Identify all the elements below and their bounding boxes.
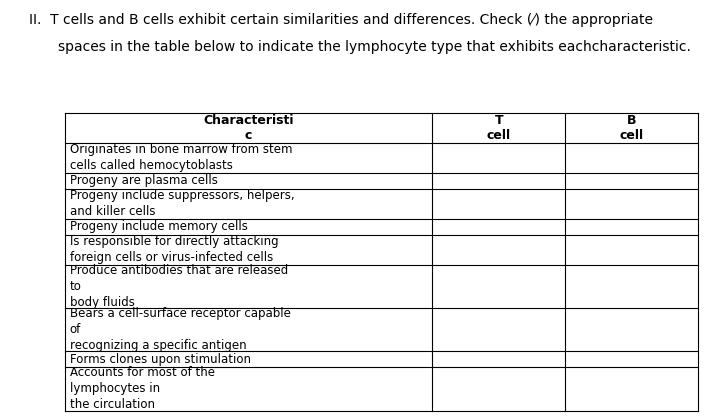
Text: Bears a cell-surface receptor capable
of
recognizing a specific antigen: Bears a cell-surface receptor capable of… xyxy=(70,307,291,352)
Text: Accounts for most of the
lymphocytes in
the circulation: Accounts for most of the lymphocytes in … xyxy=(70,367,215,411)
Text: Progeny include memory cells: Progeny include memory cells xyxy=(70,220,248,233)
Text: Produce antibodies that are released
to
body fluids: Produce antibodies that are released to … xyxy=(70,264,288,309)
Text: Forms clones upon stimulation: Forms clones upon stimulation xyxy=(70,353,251,366)
Text: Originates in bone marrow from stem
cells called hemocytoblasts: Originates in bone marrow from stem cell… xyxy=(70,143,292,172)
Text: spaces in the table below to indicate the lymphocyte type that exhibits eachchar: spaces in the table below to indicate th… xyxy=(58,40,690,54)
Text: Progeny include suppressors, helpers,
and killer cells: Progeny include suppressors, helpers, an… xyxy=(70,189,294,218)
Text: T
cell: T cell xyxy=(487,114,511,142)
Text: Characteristi
c: Characteristi c xyxy=(203,114,294,142)
Text: Is responsible for directly attacking
foreign cells or virus-infected cells: Is responsible for directly attacking fo… xyxy=(70,235,279,264)
Text: II.  T cells and B cells exhibit certain similarities and differences. Check (⁄): II. T cells and B cells exhibit certain … xyxy=(29,13,653,26)
Text: Progeny are plasma cells: Progeny are plasma cells xyxy=(70,174,217,187)
Text: B
cell: B cell xyxy=(620,114,644,142)
